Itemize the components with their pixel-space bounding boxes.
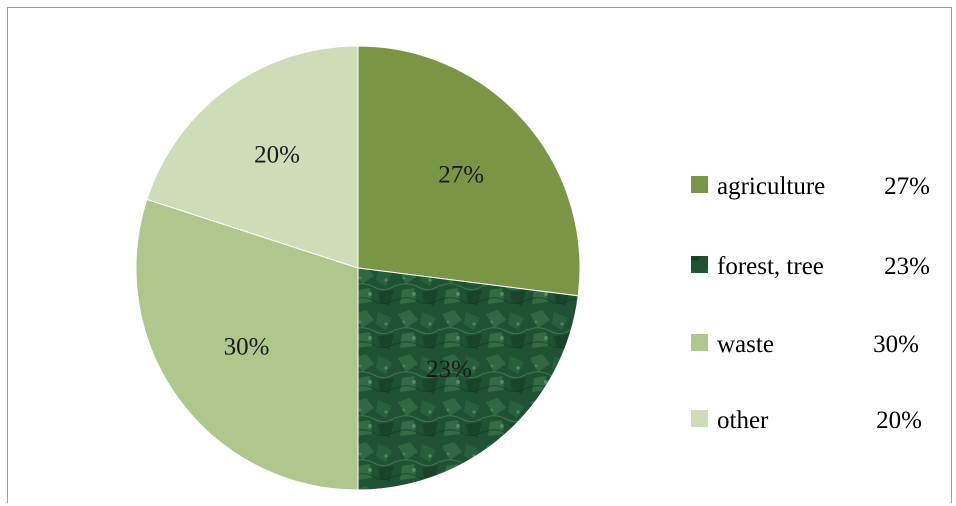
legend-entry-forest-tree: forest, tree 23%	[691, 253, 930, 280]
pie-slice-agriculture	[357, 45, 581, 297]
legend-entry-other: other 20%	[691, 407, 922, 434]
pie-slice-label-forest-tree: 23%	[426, 356, 472, 383]
legend-label-forest-tree: forest, tree	[717, 253, 824, 280]
pie-slice-forest-tree	[357, 267, 579, 491]
pie-slice-waste	[135, 198, 359, 491]
legend-value-other: 20%	[876, 407, 922, 434]
pie-slice-other	[146, 45, 359, 269]
legend-value-agriculture: 27%	[884, 173, 930, 200]
chart-frame	[7, 7, 952, 503]
pie-slice-labels: 27% 23% 30% 20%	[224, 141, 484, 383]
legend: agriculture 27% forest, tree 23% waste 3…	[691, 173, 930, 434]
legend-label-other: other	[717, 407, 769, 434]
legend-swatch-other	[691, 410, 708, 427]
legend-entry-agriculture: agriculture 27%	[691, 173, 930, 200]
legend-label-agriculture: agriculture	[717, 173, 825, 200]
legend-entry-waste: waste 30%	[691, 331, 919, 358]
pie-slice-label-other: 20%	[254, 141, 300, 168]
legend-value-forest-tree: 23%	[884, 253, 930, 280]
pie-slice-label-agriculture: 27%	[438, 162, 484, 189]
legend-label-waste: waste	[717, 331, 774, 358]
legend-swatch-waste	[691, 334, 708, 351]
legend-swatch-agriculture	[691, 176, 708, 193]
legend-value-waste: 30%	[873, 331, 919, 358]
pie-slices	[135, 45, 581, 491]
legend-swatch-forest-tree	[691, 256, 708, 273]
pie-slice-label-waste: 30%	[224, 334, 270, 361]
